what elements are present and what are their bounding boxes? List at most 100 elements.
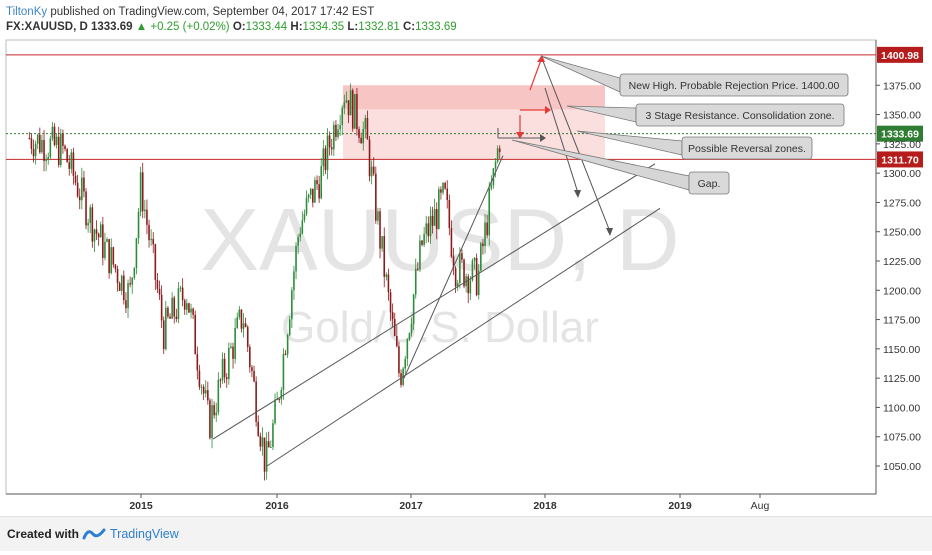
candle-body xyxy=(97,233,100,238)
lower-channel-line xyxy=(212,163,656,440)
candle-body xyxy=(244,323,247,327)
candle-body xyxy=(301,220,304,234)
candle-body xyxy=(51,126,54,139)
candle-body xyxy=(78,196,81,201)
candle-body xyxy=(261,437,264,447)
annotation-callout: 3 Stage Resistance. Consolidation zone. xyxy=(566,103,845,127)
annotations: New High. Probable Rejection Price. 1400… xyxy=(511,55,849,195)
annotation-callout: Possible Reversal zones. xyxy=(576,130,813,160)
candle-body xyxy=(282,353,285,390)
candle-body xyxy=(64,145,66,150)
candle-body xyxy=(148,224,150,241)
candle-body xyxy=(316,180,318,185)
candle-body xyxy=(179,287,182,289)
candle-body xyxy=(463,259,465,287)
candle-body xyxy=(183,300,186,310)
candle-body xyxy=(204,390,207,394)
candle-body xyxy=(169,316,171,319)
x-tick-label: 2018 xyxy=(533,500,557,512)
candle-body xyxy=(406,339,409,359)
candle-body xyxy=(162,320,165,350)
candle-body xyxy=(404,358,407,369)
y-tick-label: 1075.00 xyxy=(883,432,921,444)
candle-body xyxy=(104,241,106,258)
symbol-label[interactable]: FX:XAUUSD, D xyxy=(6,21,88,33)
candle-body xyxy=(32,148,35,157)
candle-body xyxy=(312,188,314,203)
candle-body xyxy=(125,300,127,309)
resistance-zone xyxy=(343,85,605,160)
candle-body xyxy=(456,283,459,287)
candle-body xyxy=(62,133,64,146)
candle-body xyxy=(66,149,68,163)
candle-body xyxy=(123,275,125,301)
support-line xyxy=(403,155,504,379)
candle-body xyxy=(486,222,488,236)
author-link[interactable]: TiltonKy xyxy=(6,6,48,18)
candle-body xyxy=(55,136,58,145)
red-arrow-head-icon xyxy=(516,132,524,139)
candle-body xyxy=(102,224,104,258)
candle-body xyxy=(438,189,440,229)
candle-body xyxy=(192,308,194,315)
candle-body xyxy=(477,270,480,296)
candle-body xyxy=(431,216,434,226)
candle-body xyxy=(366,118,369,140)
candle-body xyxy=(68,162,71,169)
candle-body xyxy=(139,172,142,212)
open-value: 1333.44 xyxy=(245,21,288,33)
candle-body xyxy=(228,347,230,380)
candle-body xyxy=(326,135,329,171)
candle-body xyxy=(288,319,291,336)
candle-body xyxy=(127,283,129,309)
y-tick-label: 1125.00 xyxy=(883,373,920,385)
drawings xyxy=(212,55,661,467)
candle-body xyxy=(251,367,253,371)
candle-body xyxy=(200,386,203,388)
candle-body xyxy=(181,287,184,301)
candle-body xyxy=(398,346,400,374)
candle-body xyxy=(391,312,394,320)
candle-body xyxy=(186,303,188,310)
candle-body xyxy=(417,268,419,270)
open-label: O: xyxy=(232,21,246,33)
candle-body xyxy=(490,185,493,189)
candle-body xyxy=(293,271,295,291)
candle-body xyxy=(177,288,180,320)
candle-body xyxy=(171,297,173,319)
candle-body xyxy=(30,138,33,149)
candle-body xyxy=(215,412,218,416)
reversal-arrow-line xyxy=(544,87,579,194)
candle-body xyxy=(236,317,239,328)
candle-body xyxy=(131,277,134,285)
y-tick-label: 1225.00 xyxy=(883,256,921,268)
price-change: +0.25 (+0.02%) xyxy=(150,21,230,33)
candle-body xyxy=(116,268,119,284)
candle-body xyxy=(333,124,335,150)
candle-body xyxy=(118,283,121,291)
candle-body xyxy=(480,243,482,271)
candle-body xyxy=(194,314,197,355)
candle-body xyxy=(255,381,257,422)
candle-body xyxy=(129,283,131,285)
tradingview-logo-icon xyxy=(82,528,106,540)
candle-body xyxy=(307,194,310,198)
candle-body xyxy=(246,326,249,347)
low-label: L: xyxy=(347,21,359,33)
candle-body xyxy=(297,237,299,246)
candle-body xyxy=(461,253,463,260)
y-tick-label: 1350.00 xyxy=(883,110,921,122)
tradingview-link[interactable]: TradingView xyxy=(110,527,179,541)
candle-body xyxy=(274,399,276,424)
candle-body xyxy=(112,247,115,265)
candle-body xyxy=(108,239,110,273)
candle-body xyxy=(339,125,341,130)
candle-body xyxy=(400,373,402,385)
candle-body xyxy=(87,222,89,226)
candle-body xyxy=(152,238,155,245)
candle-body xyxy=(473,257,476,261)
candle-body xyxy=(419,240,421,270)
candle-body xyxy=(450,228,453,257)
candle-body xyxy=(207,390,209,401)
